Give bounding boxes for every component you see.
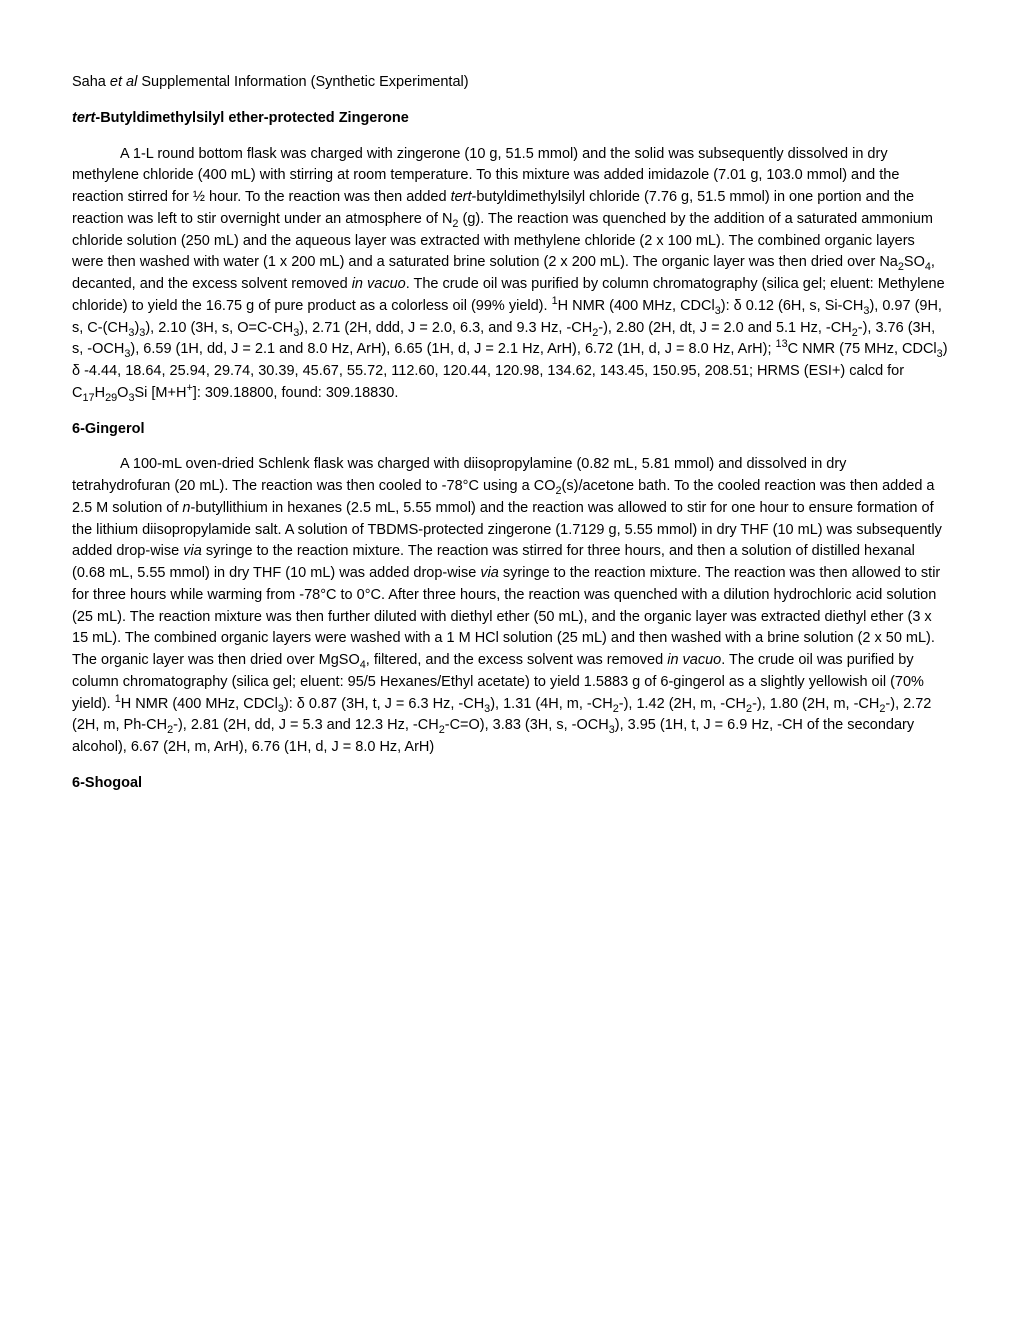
section1-para1: A 1-L round bottom flask was charged wit… bbox=[72, 144, 948, 405]
text: H bbox=[95, 385, 105, 401]
text: ), 1.31 (4H, m, -CH bbox=[490, 696, 612, 712]
text: H NMR (400 MHz, CDCl bbox=[558, 298, 715, 314]
text: ): δ 0.12 (6H, s, Si-CH bbox=[721, 298, 864, 314]
section1-title-prefix: tert bbox=[72, 110, 95, 126]
text: SO bbox=[904, 254, 925, 270]
section1-title-rest: -Butyldimethylsilyl ether-protected Zing… bbox=[95, 110, 408, 126]
text: O bbox=[117, 385, 128, 401]
text: ), 6.59 (1H, dd, J = 2.1 and 8.0 Hz, ArH… bbox=[130, 341, 775, 357]
text: in vacuo bbox=[352, 276, 406, 292]
text: ): δ 0.87 (3H, t, J = 6.3 Hz, -CH bbox=[284, 696, 484, 712]
header-prefix: Saha bbox=[72, 74, 110, 90]
text: via bbox=[183, 543, 202, 559]
sub: 29 bbox=[105, 392, 117, 404]
text: H NMR (400 MHz, CDCl bbox=[121, 696, 278, 712]
text: -C=O), 3.83 (3H, s, -OCH bbox=[445, 717, 609, 733]
section3-title: 6-Shogoal bbox=[72, 773, 948, 795]
text: ), 2.71 (2H, ddd, J = 2.0, 6.3, and 9.3 … bbox=[299, 320, 592, 336]
text: n bbox=[182, 500, 190, 516]
section2-para1: A 100-mL oven-dried Schlenk flask was ch… bbox=[72, 454, 948, 759]
text: -), 2.81 (2H, dd, J = 5.3 and 12.3 Hz, -… bbox=[173, 717, 439, 733]
text: ), 2.10 (3H, s, O=C-CH bbox=[145, 320, 293, 336]
text: ]: 309.18800, found: 309.18830. bbox=[193, 385, 399, 401]
text: via bbox=[480, 565, 499, 581]
sub: 17 bbox=[82, 392, 94, 404]
text: tert bbox=[451, 189, 472, 205]
header-italic: et al bbox=[110, 74, 137, 90]
text: , filtered, and the excess solvent was r… bbox=[366, 652, 667, 668]
text: -), 1.42 (2H, m, -CH bbox=[619, 696, 746, 712]
text: -), 1.80 (2H, m, -CH bbox=[752, 696, 879, 712]
header-line: Saha et al Supplemental Information (Syn… bbox=[72, 72, 948, 94]
text: Si [M+H bbox=[134, 385, 186, 401]
text: -), 2.80 (2H, dt, J = 2.0 and 5.1 Hz, -C… bbox=[598, 320, 851, 336]
header-suffix: Supplemental Information (Synthetic Expe… bbox=[137, 74, 468, 90]
section2-title: 6-Gingerol bbox=[72, 419, 948, 441]
sup: 13 bbox=[776, 338, 788, 350]
text: C NMR (75 MHz, CDCl bbox=[788, 341, 937, 357]
text: in vacuo bbox=[667, 652, 721, 668]
section1-title: tert-Butyldimethylsilyl ether-protected … bbox=[72, 108, 948, 130]
